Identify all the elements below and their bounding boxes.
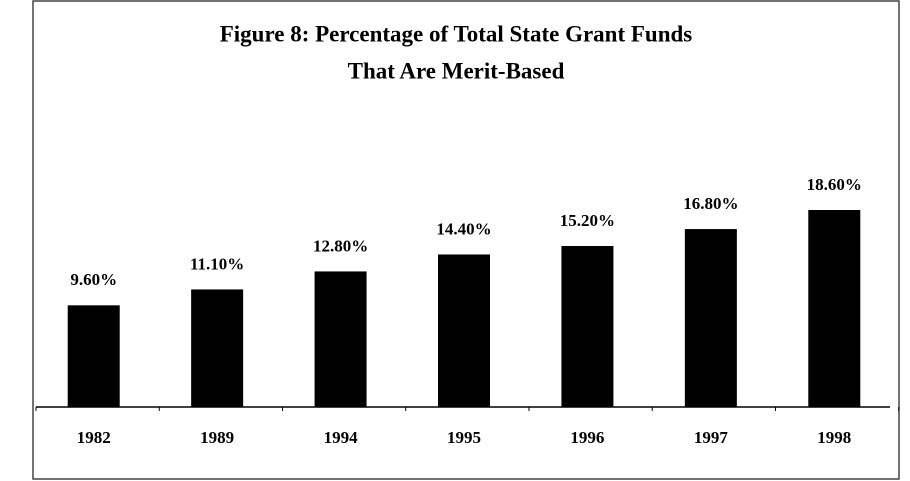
bar	[808, 210, 861, 407]
chart-title: Figure 8: Percentage of Total State Gran…	[220, 21, 693, 46]
x-tick-label: 1995	[447, 428, 481, 447]
value-label: 9.60%	[70, 270, 117, 289]
bar	[67, 305, 120, 407]
x-tick-label: 1982	[77, 428, 111, 447]
x-tick-label: 1989	[200, 428, 234, 447]
bar	[684, 229, 737, 407]
value-label: 18.60%	[807, 175, 862, 194]
value-label: 12.80%	[313, 236, 368, 255]
bar	[561, 246, 614, 407]
value-label: 16.80%	[683, 194, 738, 213]
x-tick-label: 1994	[324, 428, 359, 447]
x-tick-label: 1997	[694, 428, 729, 447]
x-tick-label: 1998	[817, 428, 851, 447]
x-tick-label: 1996	[570, 428, 604, 447]
value-label: 14.40%	[436, 219, 491, 238]
value-label: 11.10%	[190, 254, 244, 273]
bar	[314, 271, 367, 407]
bar	[438, 254, 490, 407]
value-label: 15.20%	[560, 211, 615, 230]
bar	[191, 289, 244, 407]
chart-title: That Are Merit-Based	[348, 58, 565, 83]
chart-frame	[32, 0, 900, 480]
